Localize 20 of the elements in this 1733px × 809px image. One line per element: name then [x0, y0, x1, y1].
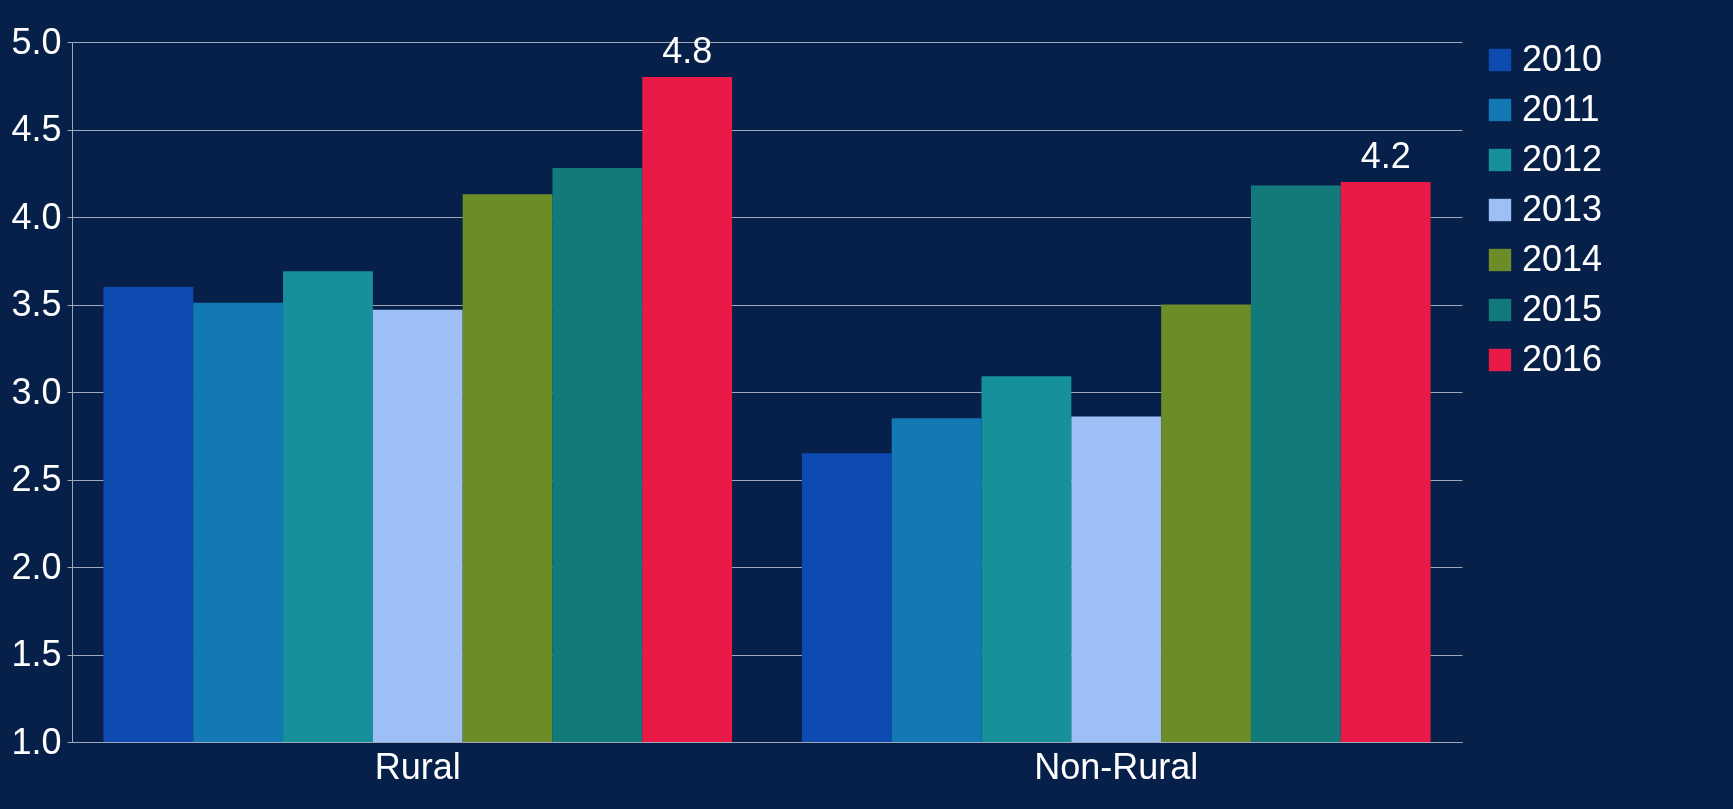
y-tick-label: 3.5: [11, 283, 62, 324]
legend-label: 2010: [1522, 38, 1603, 79]
y-tick-label: 3.0: [11, 370, 62, 412]
data-label: 4.8: [662, 30, 713, 71]
y-tick-label: 2.5: [11, 458, 62, 499]
y-tick-label: 4.0: [11, 195, 62, 237]
legend-label: 2011: [1522, 88, 1600, 129]
x-tick-label: Non-Rural: [1034, 745, 1199, 787]
x-tick-label: Rural: [374, 745, 461, 787]
legend-label: 2013: [1522, 188, 1603, 229]
data-label: 4.2: [1360, 135, 1411, 176]
y-tick-label: 1.0: [11, 720, 62, 762]
legend-label: 2015: [1522, 288, 1603, 329]
legend-label: 2016: [1522, 338, 1603, 379]
y-tick-label: 4.5: [11, 108, 62, 149]
y-tick-label: 5.0: [11, 20, 62, 62]
legend-label: 2012: [1522, 138, 1603, 179]
y-tick-label: 2.0: [11, 545, 62, 587]
legend-label: 2014: [1522, 238, 1603, 279]
y-tick-label: 1.5: [11, 633, 62, 674]
